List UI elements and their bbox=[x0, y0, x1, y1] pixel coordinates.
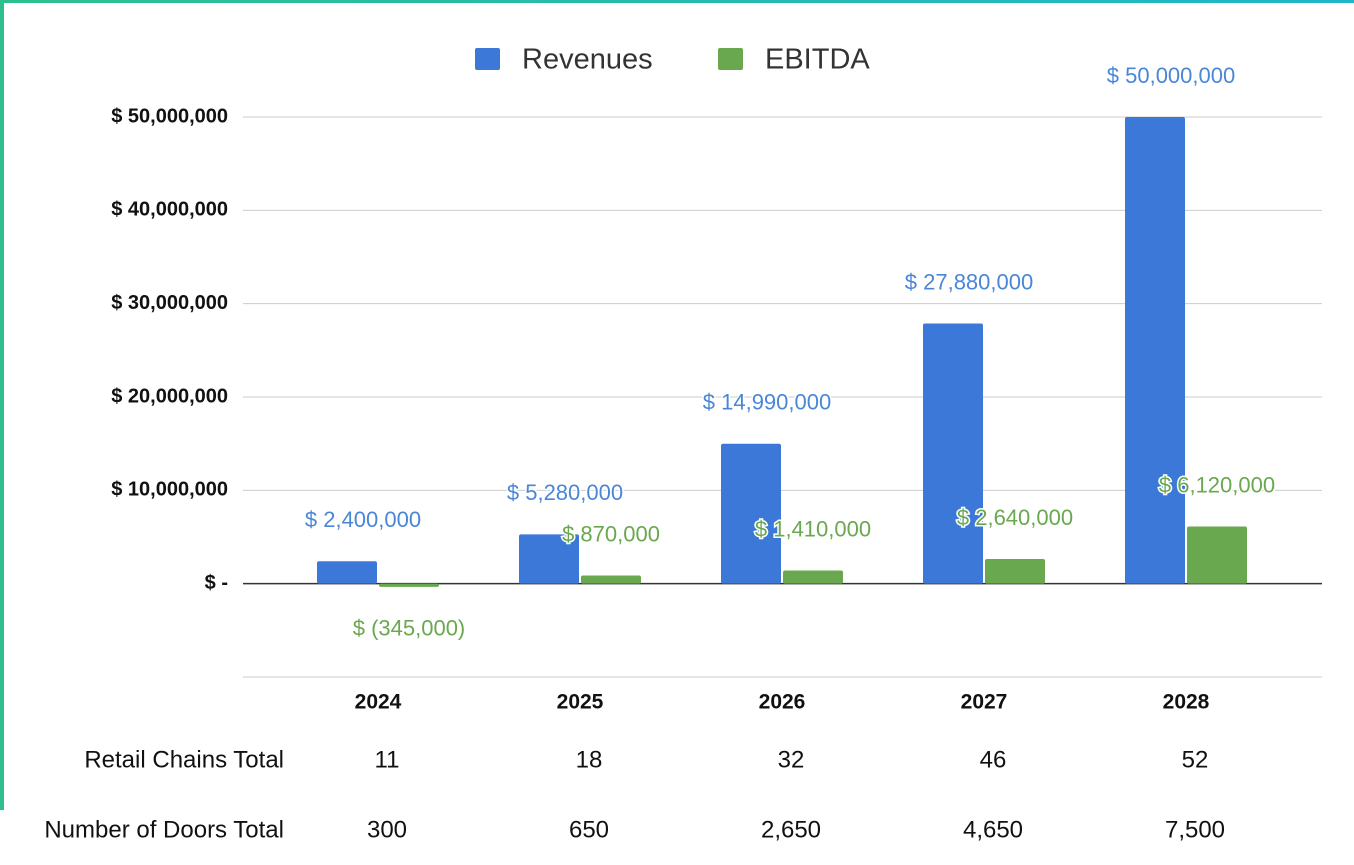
bar bbox=[985, 559, 1045, 584]
x-tick-label: 2024 bbox=[355, 691, 402, 714]
y-tick-label: $ 40,000,000 bbox=[111, 199, 228, 221]
value-label: $ 870,000 bbox=[562, 521, 660, 546]
table-cell: 46 bbox=[980, 746, 1007, 773]
table-cell: 300 bbox=[367, 816, 407, 843]
table-cell: 7,500 bbox=[1165, 816, 1225, 843]
bar bbox=[581, 575, 641, 584]
table-cell: 18 bbox=[576, 746, 603, 773]
bar bbox=[379, 583, 439, 587]
bar bbox=[519, 534, 579, 584]
bar bbox=[721, 443, 781, 584]
x-tick-label: 2027 bbox=[961, 691, 1008, 714]
bar bbox=[783, 570, 843, 584]
x-tick-label: 2026 bbox=[759, 691, 806, 714]
value-label: $ (345,000) bbox=[353, 616, 466, 641]
table-cell: 2,650 bbox=[761, 816, 821, 843]
table-cell: 52 bbox=[1182, 746, 1209, 773]
table-row-label: Retail Chains Total bbox=[84, 746, 284, 773]
bar bbox=[1125, 117, 1185, 584]
x-tick-label: 2025 bbox=[557, 691, 604, 714]
table-cell: 4,650 bbox=[963, 816, 1023, 843]
bar bbox=[923, 323, 983, 584]
legend-swatch bbox=[718, 48, 743, 70]
value-label: $ 5,280,000 bbox=[507, 480, 623, 505]
value-label: $ 2,640,000 bbox=[957, 505, 1073, 530]
y-tick-label: $ 50,000,000 bbox=[111, 105, 228, 127]
value-label: $ 1,410,000 bbox=[755, 516, 871, 541]
value-label: $ 14,990,000 bbox=[703, 390, 831, 415]
value-label: $ 6,120,000 bbox=[1159, 472, 1275, 497]
value-label: $ 50,000,000 bbox=[1107, 63, 1235, 88]
y-tick-label: $ - bbox=[205, 572, 228, 594]
legend-label: EBITDA bbox=[765, 44, 870, 76]
y-tick-label: $ 10,000,000 bbox=[111, 479, 228, 501]
y-tick-label: $ 30,000,000 bbox=[111, 292, 228, 314]
value-label: $ 2,400,000 bbox=[305, 507, 421, 532]
table-cell: 32 bbox=[778, 746, 805, 773]
legend-swatch bbox=[475, 48, 500, 70]
x-tick-label: 2028 bbox=[1163, 691, 1210, 714]
bar bbox=[317, 561, 377, 584]
top-border bbox=[0, 0, 1354, 3]
table-cell: 11 bbox=[375, 746, 400, 773]
table-row-label: Number of Doors Total bbox=[44, 816, 284, 843]
bar bbox=[1187, 526, 1247, 584]
table-cell: 650 bbox=[569, 816, 609, 843]
legend-label: Revenues bbox=[522, 44, 653, 76]
value-label: $ 27,880,000 bbox=[905, 269, 1033, 294]
y-tick-label: $ 20,000,000 bbox=[111, 385, 228, 407]
left-border bbox=[0, 0, 4, 810]
